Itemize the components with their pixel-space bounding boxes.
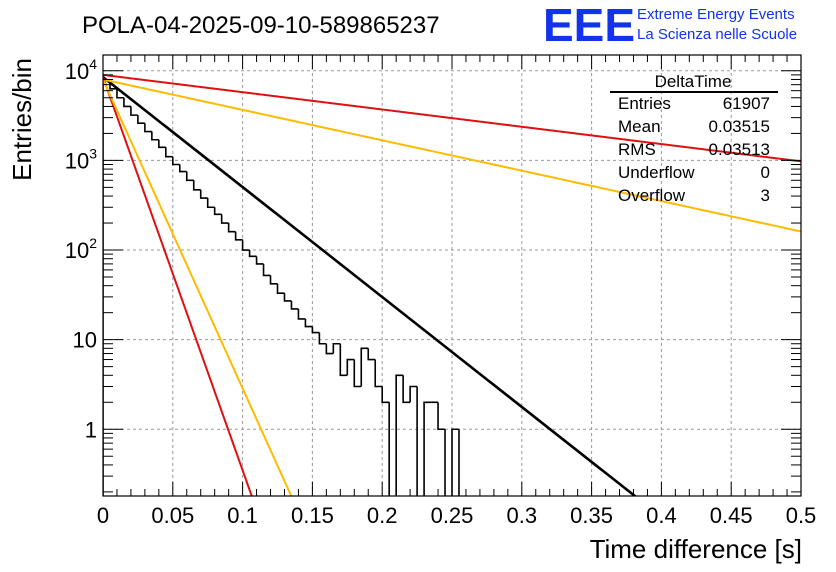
stats-value-underflow: 0 — [761, 163, 770, 182]
histogram-bin — [402, 375, 411, 404]
stats-label-rms: RMS — [618, 140, 656, 159]
x-tick-label: 0.05 — [151, 503, 194, 528]
stats-label-underflow: Underflow — [618, 163, 695, 182]
eee-logo: EEE Extreme Energy Events La Scienza nel… — [543, 0, 797, 51]
histogram-bin — [158, 139, 166, 149]
histogram-bin — [227, 223, 236, 233]
stats-value-overflow: 3 — [761, 186, 770, 205]
histogram-bin — [346, 358, 355, 376]
x-tick-label: 0.1 — [227, 503, 258, 528]
plot-area — [103, 73, 801, 496]
histogram-bin — [374, 359, 383, 388]
histogram-bin — [381, 386, 390, 404]
histogram-bin — [304, 318, 313, 328]
histogram-bin — [318, 332, 327, 345]
stats-value-rms: 0.03513 — [709, 140, 770, 159]
histogram-bin — [178, 164, 187, 173]
stats-label-mean: Mean — [618, 117, 661, 136]
histogram-bin — [311, 326, 320, 334]
histogram-bin — [255, 256, 264, 265]
y-tick-label: 104 — [65, 56, 97, 84]
histogram-bin — [339, 343, 348, 377]
histogram-bin — [213, 207, 222, 216]
logo-line1: Extreme Energy Events — [637, 6, 795, 23]
histogram-bin — [144, 123, 152, 133]
y-tick-labels: 1 10 102 103 104 — [65, 56, 97, 442]
histogram-bin — [444, 429, 446, 496]
x-tick-label: 0.3 — [507, 503, 538, 528]
orange-fast-curve — [103, 79, 293, 496]
histogram-bin — [137, 115, 145, 125]
histogram-bin — [276, 283, 285, 294]
x-tick-label: 0.45 — [710, 503, 753, 528]
histogram-bin — [290, 300, 299, 310]
x-tick-label: 0.25 — [431, 503, 474, 528]
histogram-bin — [325, 343, 334, 355]
histogram-bin — [123, 97, 131, 108]
red-fast-curve — [103, 76, 253, 496]
histogram-bin — [269, 275, 278, 285]
y-axis-label: Entries/bin — [7, 58, 37, 181]
histogram-bin — [262, 263, 271, 277]
grid — [103, 55, 801, 496]
y-tick-label: 102 — [65, 235, 97, 263]
histogram-bin — [165, 147, 173, 158]
x-tick-label: 0 — [97, 503, 109, 528]
orange-slow-curve — [103, 78, 801, 233]
histogram-bin — [458, 429, 460, 496]
axis-ticks — [102, 55, 802, 496]
histogram-bin — [297, 308, 306, 320]
stats-label-overflow: Overflow — [618, 186, 686, 205]
stats-value-mean: 0.03515 — [709, 117, 770, 136]
main-fit-curve — [103, 76, 637, 496]
logo-line2: La Scienza nelle Scuole — [637, 26, 797, 43]
histogram-bin — [130, 106, 138, 116]
stats-label-entries: Entries — [618, 94, 671, 113]
histogram-bin — [199, 189, 208, 199]
histogram-bin — [283, 293, 292, 302]
histogram-bin — [116, 88, 124, 99]
stats-box: DeltaTime Entries 61907 Mean 0.03515 RMS… — [610, 72, 778, 205]
chart-title: POLA-04-2025-09-10-589865237 — [82, 12, 440, 39]
histogram-bin — [437, 402, 446, 431]
y-tick-label: 10 — [73, 328, 97, 353]
histogram-bin — [416, 386, 418, 496]
histogram-bin — [206, 198, 215, 209]
histogram-bin — [172, 156, 180, 166]
x-tick-label: 0.15 — [291, 503, 334, 528]
stats-value-entries: 61907 — [723, 94, 770, 113]
histogram-bin — [409, 385, 418, 403]
histogram-bin — [388, 402, 390, 496]
histogram-bin — [192, 180, 201, 191]
x-tick-label: 0.5 — [786, 503, 817, 528]
y-tick-label: 1 — [85, 417, 97, 442]
x-tick-label: 0.35 — [570, 503, 613, 528]
histogram-bin — [367, 348, 376, 361]
y-tick-label: 103 — [65, 145, 97, 173]
histogram-bin — [234, 231, 243, 241]
histogram-bin — [332, 342, 341, 354]
histogram-bin — [220, 214, 229, 224]
histogram-bin — [185, 171, 194, 182]
logo-mark: EEE — [543, 0, 635, 51]
x-axis-label: Time difference [s] — [590, 534, 802, 564]
histogram-bin — [151, 131, 159, 141]
x-tick-label: 0.2 — [367, 503, 398, 528]
x-tick-label: 0.4 — [646, 503, 677, 528]
histogram-bin — [395, 374, 404, 496]
histogram-bin — [241, 239, 250, 251]
histogram-bin — [360, 347, 369, 387]
x-tick-labels: 0 0.05 0.1 0.15 0.2 0.25 0.3 0.35 0.4 0.45 0.5 — [97, 503, 816, 528]
red-slow-curve — [103, 73, 801, 163]
histogram-bin — [248, 250, 257, 258]
histogram-bin — [353, 359, 362, 388]
histogram-bin — [423, 401, 432, 496]
stats-title: DeltaTime — [655, 72, 732, 91]
